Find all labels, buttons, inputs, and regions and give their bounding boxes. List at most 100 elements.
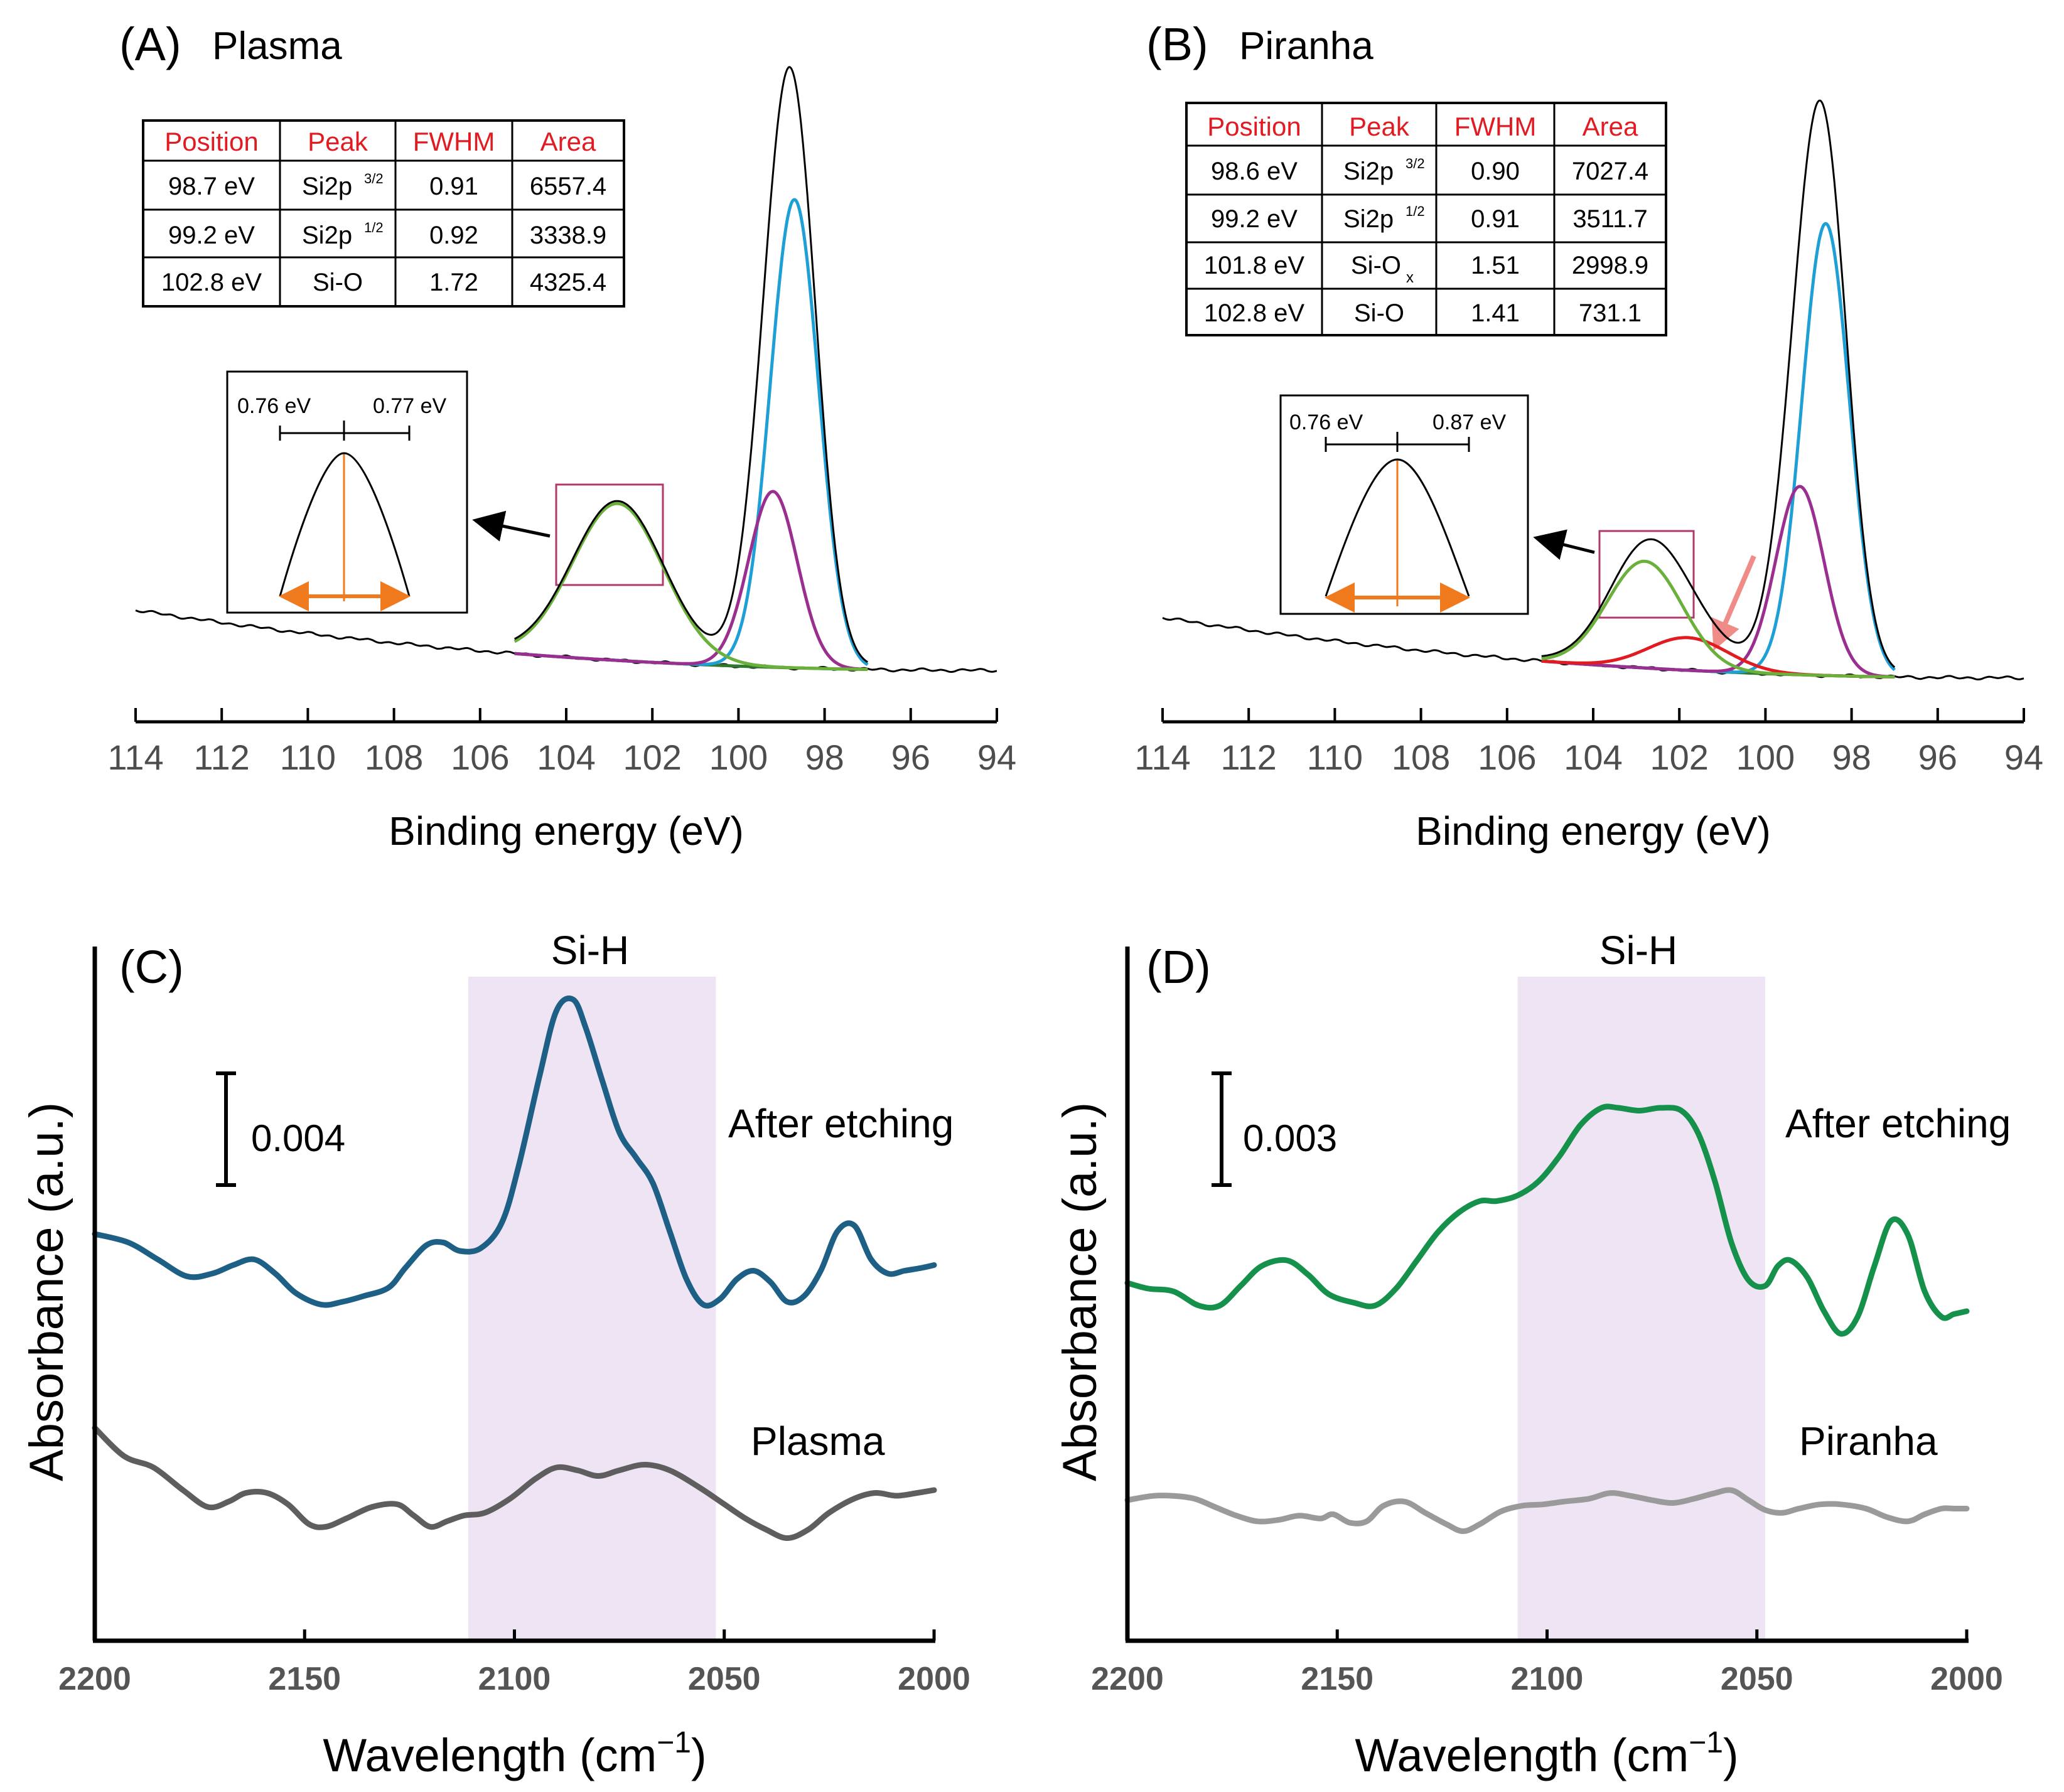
table-cell: 1.72: [429, 269, 478, 296]
table-cell: 3511.7: [1572, 205, 1647, 233]
xlabel-main: Wavelength (cm: [323, 1729, 657, 1781]
table-cell: 98.7 eV: [168, 173, 255, 200]
table-cell: Si2p: [302, 173, 352, 200]
x-tick-label: 2000: [1930, 1661, 2003, 1697]
x-tick-label: 102: [1650, 738, 1708, 777]
si-ox-pointer-arrow: [1711, 555, 1756, 651]
x-tick-label: 2100: [1511, 1661, 1584, 1697]
panel-c: Si-H (C) 0.004 After etching Plasma 2200…: [20, 928, 970, 1781]
reference-spectrum: [1124, 1487, 1970, 1534]
panel-c-plot: [92, 995, 937, 1541]
table-cell: 2998.9: [1572, 252, 1648, 279]
table-cell: 0.91: [1471, 205, 1520, 233]
table-cell: 3338.9: [530, 222, 606, 249]
table-header-peak: Peak: [308, 127, 368, 156]
x-tick-label: 112: [1221, 738, 1277, 777]
inset-pointer-arrow: [1533, 529, 1595, 560]
table-header-position: Position: [164, 127, 258, 156]
inset-peak-curve: [279, 452, 411, 597]
table-cell: 98.6 eV: [1211, 158, 1298, 185]
panel-d-label: (D): [1146, 941, 1211, 993]
x-tick-label: 106: [451, 738, 509, 777]
x-tick-label: 100: [1736, 738, 1795, 777]
x-tick-label: 2150: [1301, 1661, 1373, 1697]
table-cell-sup: 1/2: [1406, 203, 1425, 219]
panel-a-title: Plasma: [212, 24, 342, 68]
x-tick-label: 2000: [898, 1661, 970, 1697]
si-o-peak: [1541, 559, 1895, 679]
after-etching-spectrum: [1124, 1103, 1970, 1337]
x-tick-label: 112: [194, 738, 250, 777]
si-o-peak: [513, 502, 868, 671]
table-header-fwhm: FWHM: [1454, 112, 1537, 141]
table-header-position: Position: [1207, 112, 1301, 141]
x-tick-label: 94: [977, 738, 1016, 777]
x-tick-label: 106: [1478, 738, 1536, 777]
table-cell-sup: 1/2: [364, 220, 384, 235]
inset-right-width: 0.87 eV: [1432, 410, 1507, 434]
table-cell: Si2p: [1343, 205, 1394, 233]
x-tick-label: 2050: [688, 1661, 761, 1697]
table-cell: 0.91: [429, 173, 478, 200]
panel-a-x-ticks: 114 112 110 108 106 104 102 100 98 96 94: [107, 708, 1016, 777]
table-cell: Si-O: [1354, 299, 1404, 327]
inset-right-width: 0.77 eV: [373, 394, 447, 418]
panel-b-inset: 0.76 eV 0.87 eV: [1279, 394, 1529, 615]
panel-b-xlabel: Binding energy (eV): [1416, 808, 1771, 854]
table-cell: Si-O: [1351, 252, 1401, 279]
x-tick-label: 98: [1832, 738, 1871, 777]
x-tick-label: 2200: [1091, 1661, 1164, 1697]
table-cell: 0.92: [429, 222, 478, 249]
panel-d-region-label: Si-H: [1599, 928, 1677, 973]
si2p-1-2-peak: [1541, 485, 1895, 679]
inset-left-width: 0.76 eV: [237, 394, 311, 418]
table-header-area: Area: [1583, 112, 1638, 141]
panel-a-label: (A): [119, 18, 181, 70]
x-tick-label: 114: [1134, 738, 1190, 777]
panel-d-piranha-label: Piranha: [1799, 1419, 1938, 1464]
panel-d-ylabel: Absorbance (a.u.): [1053, 1102, 1107, 1481]
table-cell: 731.1: [1579, 299, 1642, 327]
table-header-area: Area: [540, 127, 596, 156]
xlabel-sup: −1: [657, 1726, 691, 1759]
panel-d-plot: [1124, 1103, 1970, 1534]
panel-c-x-ticks: 2200 2150 2100 2050 2000: [58, 1629, 970, 1697]
panel-c-region-label: Si-H: [551, 928, 629, 973]
panel-b: (B) Piranha Position Peak FWHM Area 98.6…: [1134, 18, 2043, 854]
x-tick-label: 104: [1564, 738, 1622, 777]
panel-b-x-ticks: 114 112 110 108 106 104 102 100 98 96 94: [1134, 708, 2043, 777]
x-tick-label: 2050: [1721, 1661, 1793, 1697]
x-tick-label: 2100: [478, 1661, 551, 1697]
zoom-box: [1598, 530, 1695, 619]
panel-d-after-etching-label: After etching: [1785, 1101, 2011, 1146]
panel-b-table: Position Peak FWHM Area 98.6 eV Si2p 3/2…: [1185, 102, 1667, 336]
table-cell: 7027.4: [1572, 158, 1648, 185]
table-cell-sup: 3/2: [1406, 156, 1425, 171]
x-tick-label: 108: [1392, 738, 1450, 777]
table-cell: Si2p: [302, 222, 352, 249]
x-tick-label: 100: [709, 738, 768, 777]
panel-c-after-etching-label: After etching: [728, 1101, 954, 1146]
x-tick-label: 110: [280, 738, 336, 777]
x-tick-label: 96: [1918, 738, 1957, 777]
inset-left-width: 0.76 eV: [1289, 410, 1363, 434]
panel-a: (A) Plasma Position Peak FWHM Area 98.7 …: [107, 18, 1016, 854]
panel-c-xlabel: Wavelength (cm−1): [323, 1726, 706, 1781]
x-tick-label: 108: [365, 738, 423, 777]
xlabel-close: ): [1723, 1729, 1739, 1781]
table-cell: 1.41: [1471, 299, 1520, 327]
x-tick-label: 96: [891, 738, 930, 777]
xps-envelope: [1541, 99, 1896, 668]
x-tick-label: 110: [1307, 738, 1363, 777]
panel-d-si-h-region: [1517, 977, 1766, 1641]
panel-a-table: Position Peak FWHM Area 98.7 eV Si2p 3/2…: [142, 119, 625, 308]
table-cell: Si2p: [1343, 158, 1394, 185]
table-cell: 6557.4: [530, 173, 606, 200]
panel-c-scale-bar: 0.004: [216, 1071, 345, 1187]
table-cell: 99.2 eV: [1211, 205, 1298, 233]
inset-pointer-arrow: [472, 510, 551, 542]
x-tick-label: 98: [805, 738, 844, 777]
xps-background-line: [135, 609, 997, 673]
panel-c-si-h-region: [468, 977, 716, 1641]
